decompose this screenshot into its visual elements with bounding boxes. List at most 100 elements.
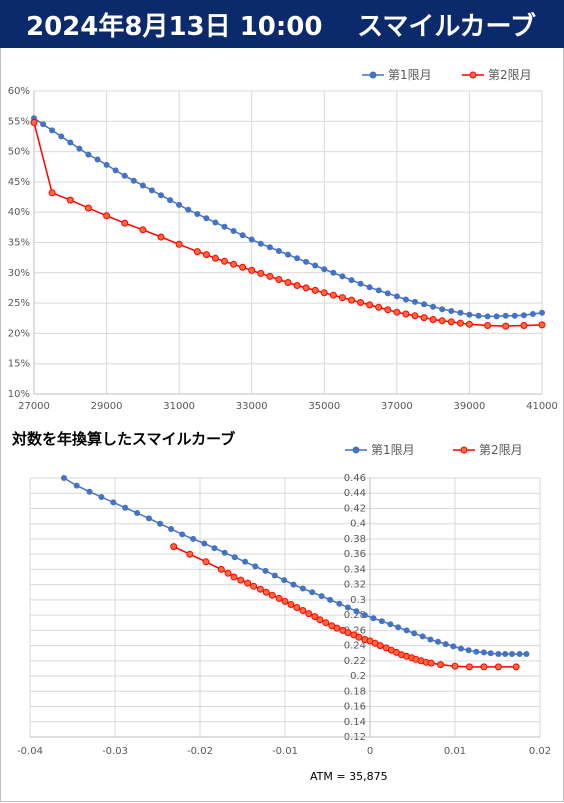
data-point-s2-15 bbox=[248, 266, 256, 274]
data-point-s1-3 bbox=[58, 133, 65, 140]
x-tick-label: -0.02 bbox=[187, 746, 213, 757]
y-tick-label: 30% bbox=[8, 268, 30, 279]
y-tick-label: 0.36 bbox=[344, 549, 366, 560]
data-point-s2-16 bbox=[299, 607, 307, 614]
data-point-s1-12 bbox=[139, 182, 146, 189]
data-point-s1-18 bbox=[194, 211, 201, 217]
data-point-s2-9 bbox=[256, 585, 264, 593]
data-point-s1-11 bbox=[190, 535, 197, 542]
data-point-s1-30 bbox=[303, 258, 310, 265]
data-point-s2-3 bbox=[84, 204, 92, 212]
y-tick-label: 10% bbox=[8, 389, 30, 400]
data-point-s2-7 bbox=[244, 579, 252, 587]
data-point-s1-35 bbox=[411, 630, 418, 637]
data-point-s1-22 bbox=[230, 228, 237, 234]
y-tick-label: 0.34 bbox=[344, 564, 366, 575]
data-point-s1-35 bbox=[348, 277, 355, 284]
data-point-s2-20 bbox=[293, 282, 301, 289]
data-point-s2-6 bbox=[139, 226, 147, 234]
data-point-s1-23 bbox=[239, 232, 246, 239]
data-point-s1-10 bbox=[121, 172, 128, 179]
data-point-s1-4 bbox=[67, 139, 74, 146]
data-point-s2-20 bbox=[322, 619, 330, 627]
data-point-s1-21 bbox=[290, 581, 297, 588]
data-point-s1-27 bbox=[275, 248, 282, 254]
atm-annotation: ATM = 35,875 bbox=[310, 770, 388, 783]
x-tick-label: 33000 bbox=[236, 401, 268, 412]
data-point-s2-40 bbox=[484, 322, 492, 329]
data-point-s1-39 bbox=[442, 641, 449, 648]
data-point-s1-56 bbox=[539, 309, 545, 316]
data-point-s2-36 bbox=[438, 317, 446, 325]
y-tick-label: 0.14 bbox=[344, 717, 366, 728]
data-point-s1-26 bbox=[266, 244, 273, 251]
data-point-s1-31 bbox=[312, 262, 319, 269]
data-point-s2-1 bbox=[186, 550, 194, 558]
x-tick-label: 35000 bbox=[308, 401, 340, 412]
data-point-s2-10 bbox=[202, 251, 210, 259]
data-point-s1-50 bbox=[484, 313, 491, 320]
data-point-s1-10 bbox=[179, 531, 186, 538]
data-point-s2-17 bbox=[305, 610, 313, 618]
x-tick-label: 41000 bbox=[526, 401, 558, 412]
data-point-s2-32 bbox=[402, 310, 410, 318]
data-point-s1-2 bbox=[86, 488, 93, 495]
x-tick-label: 0 bbox=[367, 746, 373, 757]
data-point-s1-15 bbox=[167, 197, 174, 204]
data-point-s2-3 bbox=[217, 565, 225, 573]
data-point-s2-2 bbox=[202, 558, 210, 566]
data-point-s1-21 bbox=[221, 223, 228, 230]
data-point-s1-36 bbox=[357, 280, 364, 287]
data-point-s1-11 bbox=[130, 177, 137, 184]
data-point-s1-5 bbox=[122, 504, 129, 511]
data-point-s1-29 bbox=[294, 255, 301, 262]
y-tick-label: 40% bbox=[8, 207, 30, 218]
data-point-s1-50 bbox=[523, 651, 530, 657]
data-point-s1-3 bbox=[98, 494, 105, 500]
legend-marker-1 bbox=[352, 446, 360, 454]
data-point-s1-42 bbox=[465, 647, 472, 654]
data-point-s1-0 bbox=[61, 475, 67, 481]
data-point-s2-19 bbox=[284, 279, 292, 286]
y-tick-label: 0.44 bbox=[344, 488, 366, 499]
data-point-s1-24 bbox=[318, 593, 325, 600]
data-point-s2-24 bbox=[344, 629, 352, 637]
data-point-s2-22 bbox=[333, 624, 341, 632]
data-point-s1-20 bbox=[212, 219, 219, 226]
data-point-s1-44 bbox=[430, 303, 437, 310]
data-point-s1-13 bbox=[211, 545, 218, 552]
data-point-s2-30 bbox=[376, 642, 384, 650]
x-tick-label: 0.02 bbox=[529, 746, 551, 757]
data-point-s1-37 bbox=[427, 636, 434, 643]
data-point-s2-24 bbox=[329, 291, 337, 299]
data-point-s1-47 bbox=[502, 651, 509, 657]
data-point-s2-43 bbox=[538, 321, 546, 329]
data-point-s1-46 bbox=[495, 651, 502, 657]
legend-label-1: 第1限月 bbox=[371, 443, 415, 457]
data-point-s1-55 bbox=[529, 311, 536, 317]
data-point-s2-29 bbox=[375, 303, 383, 311]
data-point-s2-15 bbox=[293, 604, 301, 611]
y-tick-label: 0.46 bbox=[344, 473, 366, 484]
legend-label-2: 第2限月 bbox=[479, 443, 523, 457]
data-point-s2-25 bbox=[338, 294, 346, 302]
data-point-s2-22 bbox=[311, 286, 319, 294]
data-point-s1-25 bbox=[327, 596, 334, 603]
data-point-s2-6 bbox=[237, 576, 245, 584]
y-tick-label: 0.26 bbox=[344, 625, 366, 636]
data-point-s2-4 bbox=[224, 569, 232, 577]
data-point-s2-13 bbox=[281, 597, 289, 605]
data-point-s2-33 bbox=[411, 312, 419, 320]
y-tick-label: 0.18 bbox=[344, 686, 366, 697]
data-point-s1-8 bbox=[103, 161, 110, 168]
x-tick-label: -0.01 bbox=[272, 746, 298, 757]
data-point-s2-41 bbox=[437, 661, 445, 669]
data-point-s1-16 bbox=[242, 558, 249, 565]
data-point-s2-23 bbox=[320, 289, 328, 297]
header-datetime: 2024年8月13日 10:00 bbox=[26, 12, 323, 42]
x-tick-label: 37000 bbox=[381, 401, 413, 412]
y-tick-label: 0.3 bbox=[350, 595, 366, 606]
data-point-s1-1 bbox=[73, 482, 80, 489]
data-point-s1-34 bbox=[403, 627, 410, 634]
data-point-s1-43 bbox=[421, 301, 428, 308]
